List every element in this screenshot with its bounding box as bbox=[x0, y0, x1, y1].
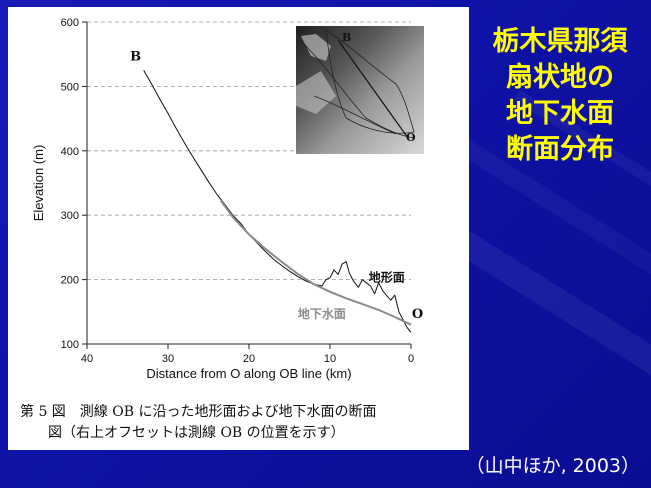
point-label-o: O bbox=[412, 307, 423, 322]
terrain-surface-label: 地形面 bbox=[369, 270, 405, 285]
y-tick-label: 400 bbox=[61, 146, 79, 158]
ob-section-line bbox=[337, 39, 409, 139]
y-axis-label: Elevation (m) bbox=[31, 145, 46, 222]
point-label-b: B bbox=[130, 50, 141, 65]
x-axis-label: Distance from O along OB line (km) bbox=[146, 366, 351, 381]
terrain-surface-line bbox=[143, 70, 412, 333]
x-tick-label: 30 bbox=[162, 353, 174, 365]
title-line: 地下水面 bbox=[506, 98, 614, 129]
y-tick-label: 500 bbox=[61, 81, 79, 93]
inset-map-drawing: B O bbox=[296, 26, 424, 154]
title-line: 扇状地の bbox=[506, 62, 614, 93]
y-tick-label: 200 bbox=[61, 275, 79, 287]
title-line: 栃木県那須 bbox=[492, 26, 628, 57]
river-line bbox=[303, 43, 415, 139]
caption-line-2: 図（右上オフセットは測線 OB の位置を示す） bbox=[48, 425, 345, 441]
groundwater-table-label: 地下水面 bbox=[298, 306, 346, 321]
citation: （山中ほか, 2003） bbox=[465, 455, 640, 477]
terrain-patch bbox=[301, 34, 331, 61]
river-line bbox=[313, 95, 397, 135]
y-tick-label: 100 bbox=[61, 339, 79, 351]
groundwater-table-line bbox=[219, 199, 412, 326]
x-tick-label: 40 bbox=[81, 353, 93, 365]
x-tick-label: 20 bbox=[243, 353, 255, 365]
figure-caption: 第 5 図 測線 OB に沿った地形面および地下水面の断面 図（右上オフセットは… bbox=[20, 402, 465, 444]
slide-title: 栃木県那須 扇状地の 地下水面 断面分布 bbox=[470, 24, 650, 168]
x-tick-label: 0 bbox=[408, 353, 414, 365]
terrain-patch bbox=[296, 71, 336, 114]
y-tick-label: 300 bbox=[61, 210, 79, 222]
basin-boundary bbox=[325, 29, 415, 134]
x-tick-label: 10 bbox=[324, 353, 336, 365]
title-line: 断面分布 bbox=[506, 134, 614, 165]
y-tick-label: 600 bbox=[61, 17, 79, 29]
inset-map: B O bbox=[296, 26, 424, 154]
figure-panel: 100 200 300 400 500 600 40 30 20 10 0 Distance from… bbox=[8, 7, 469, 450]
caption-line-1: 第 5 図 測線 OB に沿った地形面および地下水面の断面 bbox=[20, 404, 377, 420]
inset-label-b: B bbox=[342, 31, 351, 44]
inset-label-o: O bbox=[406, 131, 416, 144]
